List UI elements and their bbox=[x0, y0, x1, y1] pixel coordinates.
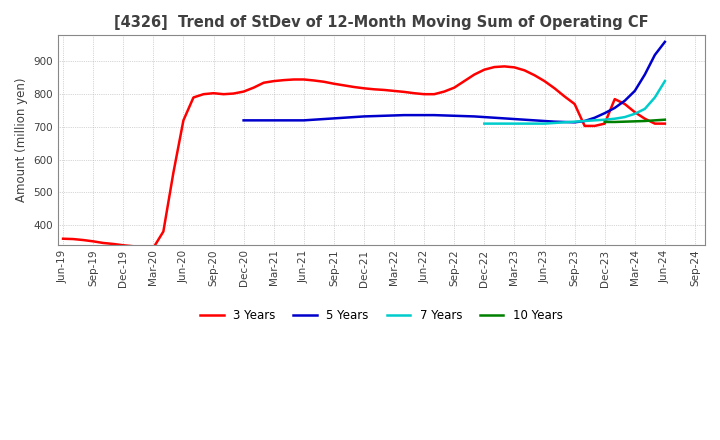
Line: 7 Years: 7 Years bbox=[485, 81, 665, 124]
Line: 10 Years: 10 Years bbox=[605, 120, 665, 122]
5 Years bbox=[631, 88, 639, 94]
5 Years bbox=[500, 116, 509, 121]
7 Years bbox=[660, 78, 669, 84]
10 Years bbox=[660, 117, 669, 122]
Title: [4326]  Trend of StDev of 12-Month Moving Sum of Operating CF: [4326] Trend of StDev of 12-Month Moving… bbox=[114, 15, 649, 30]
5 Years bbox=[590, 115, 599, 121]
7 Years bbox=[611, 116, 619, 121]
3 Years bbox=[660, 121, 669, 126]
5 Years bbox=[410, 113, 418, 118]
5 Years bbox=[400, 113, 408, 118]
5 Years bbox=[641, 72, 649, 77]
5 Years bbox=[340, 115, 348, 121]
5 Years bbox=[510, 117, 518, 122]
5 Years bbox=[239, 118, 248, 123]
5 Years bbox=[369, 114, 378, 119]
5 Years bbox=[450, 113, 459, 118]
5 Years bbox=[379, 113, 388, 118]
7 Years bbox=[590, 118, 599, 123]
5 Years bbox=[600, 110, 609, 116]
Y-axis label: Amount (million yen): Amount (million yen) bbox=[15, 78, 28, 202]
10 Years bbox=[631, 119, 639, 124]
5 Years bbox=[550, 119, 559, 124]
10 Years bbox=[651, 118, 660, 123]
5 Years bbox=[530, 118, 539, 123]
7 Years bbox=[550, 120, 559, 125]
7 Years bbox=[631, 111, 639, 117]
7 Years bbox=[600, 117, 609, 122]
5 Years bbox=[570, 120, 579, 125]
7 Years bbox=[570, 119, 579, 124]
5 Years bbox=[560, 119, 569, 125]
5 Years bbox=[580, 118, 589, 124]
3 Years bbox=[210, 91, 218, 96]
7 Years bbox=[510, 121, 518, 126]
3 Years bbox=[149, 245, 158, 250]
5 Years bbox=[460, 114, 469, 119]
5 Years bbox=[249, 118, 258, 123]
7 Years bbox=[651, 95, 660, 100]
5 Years bbox=[259, 118, 268, 123]
3 Years bbox=[600, 121, 609, 126]
10 Years bbox=[641, 118, 649, 124]
5 Years bbox=[611, 105, 619, 110]
5 Years bbox=[480, 114, 489, 120]
5 Years bbox=[430, 113, 438, 118]
10 Years bbox=[600, 119, 609, 125]
Line: 3 Years: 3 Years bbox=[63, 66, 665, 248]
5 Years bbox=[390, 113, 398, 118]
3 Years bbox=[189, 95, 198, 100]
Line: 5 Years: 5 Years bbox=[243, 42, 665, 122]
5 Years bbox=[490, 115, 499, 121]
5 Years bbox=[289, 118, 298, 123]
7 Years bbox=[560, 120, 569, 125]
7 Years bbox=[540, 121, 549, 126]
5 Years bbox=[520, 117, 528, 122]
5 Years bbox=[651, 52, 660, 58]
5 Years bbox=[269, 118, 278, 123]
5 Years bbox=[660, 39, 669, 44]
7 Years bbox=[621, 114, 629, 120]
3 Years bbox=[390, 88, 398, 94]
Legend: 3 Years, 5 Years, 7 Years, 10 Years: 3 Years, 5 Years, 7 Years, 10 Years bbox=[196, 304, 567, 326]
7 Years bbox=[500, 121, 509, 126]
7 Years bbox=[530, 121, 539, 126]
5 Years bbox=[470, 114, 479, 119]
7 Years bbox=[480, 121, 489, 126]
3 Years bbox=[500, 64, 509, 69]
5 Years bbox=[310, 117, 318, 122]
7 Years bbox=[641, 106, 649, 112]
3 Years bbox=[430, 92, 438, 97]
7 Years bbox=[490, 121, 499, 126]
7 Years bbox=[580, 118, 589, 124]
5 Years bbox=[540, 118, 549, 124]
5 Years bbox=[621, 98, 629, 103]
5 Years bbox=[300, 118, 308, 123]
3 Years bbox=[279, 77, 288, 83]
5 Years bbox=[279, 118, 288, 123]
7 Years bbox=[520, 121, 528, 126]
5 Years bbox=[330, 116, 338, 121]
5 Years bbox=[350, 114, 359, 120]
5 Years bbox=[360, 114, 369, 119]
5 Years bbox=[320, 117, 328, 122]
3 Years bbox=[59, 236, 68, 242]
10 Years bbox=[611, 119, 619, 125]
5 Years bbox=[420, 113, 428, 118]
5 Years bbox=[440, 113, 449, 118]
10 Years bbox=[621, 119, 629, 124]
